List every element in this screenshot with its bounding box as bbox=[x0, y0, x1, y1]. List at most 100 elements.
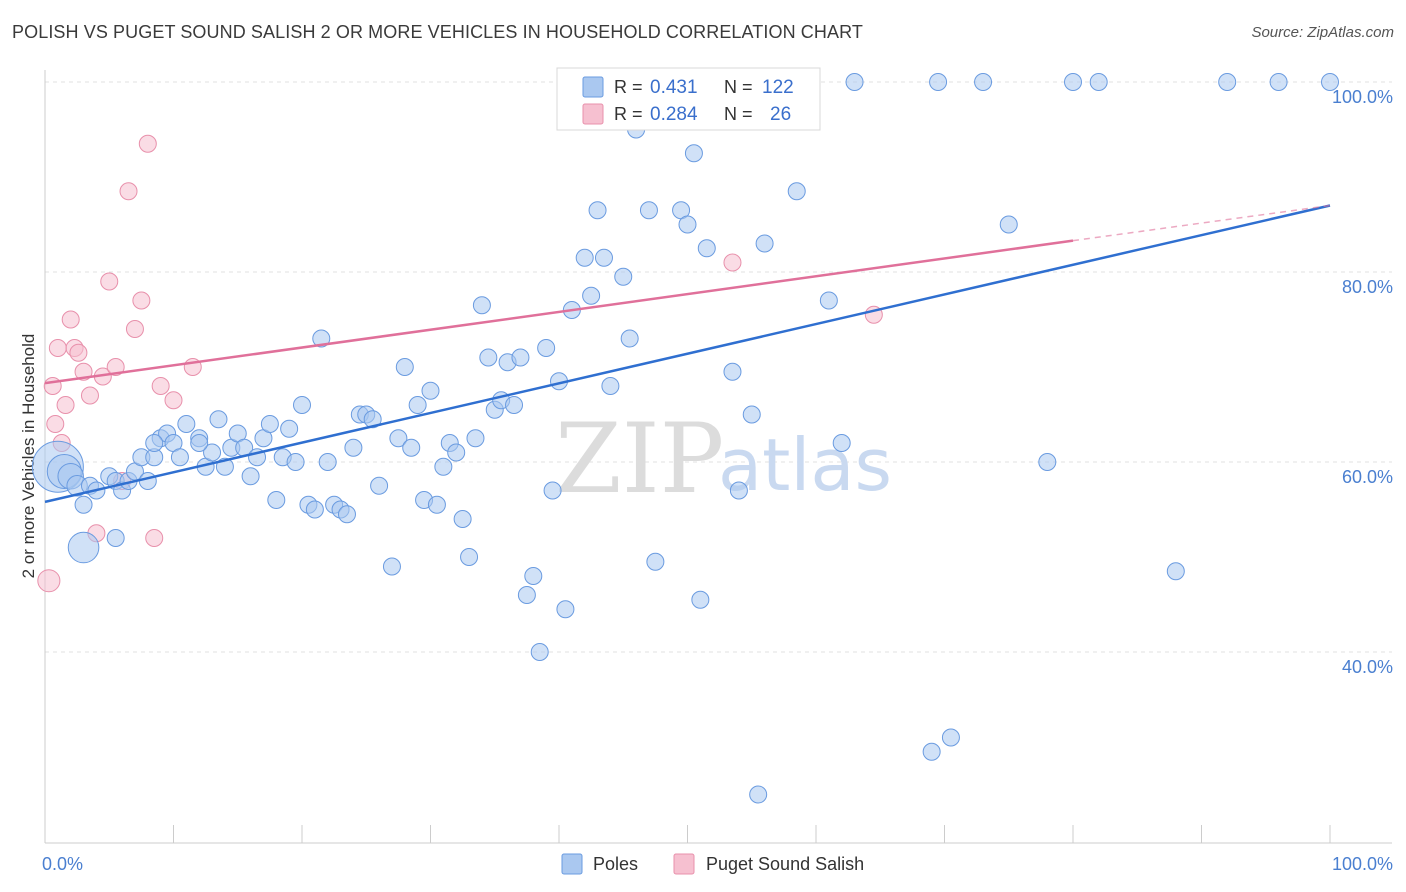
poles-point bbox=[524, 567, 543, 585]
legend-r-value-poles: 0.431 bbox=[650, 77, 698, 98]
salish-point bbox=[164, 391, 183, 410]
poles-point bbox=[138, 472, 157, 490]
poles-point bbox=[382, 557, 401, 576]
trendlines bbox=[44, 204, 1331, 504]
poles-point bbox=[684, 144, 703, 163]
poles-point bbox=[614, 267, 633, 286]
poles-point bbox=[537, 339, 556, 357]
salish-point bbox=[61, 310, 80, 329]
poles-point bbox=[1166, 562, 1185, 581]
poles-point bbox=[729, 481, 748, 500]
legend-box: R = 0.431 N = 122 R = 0.284 N = 26 bbox=[556, 67, 821, 131]
poles-point bbox=[787, 182, 806, 201]
poles-point bbox=[517, 586, 536, 604]
poles-point bbox=[203, 443, 222, 462]
salish-point bbox=[37, 569, 61, 593]
poles-point bbox=[145, 434, 164, 452]
poles-point bbox=[819, 291, 838, 310]
poles-point bbox=[646, 552, 665, 571]
chart-title: POLISH VS PUGET SOUND SALISH 2 OR MORE V… bbox=[12, 22, 863, 42]
poles-point bbox=[742, 405, 761, 424]
poles-point bbox=[170, 448, 189, 467]
poles-point bbox=[620, 329, 639, 348]
poles-point bbox=[582, 286, 601, 305]
poles-point bbox=[594, 248, 613, 267]
legend-n-label-poles: N = bbox=[724, 77, 753, 97]
poles-point bbox=[832, 434, 851, 452]
poles-point bbox=[755, 234, 774, 253]
bottom-legend-swatch-poles bbox=[561, 853, 583, 875]
poles-point bbox=[929, 73, 948, 91]
y-tick-label: 40.0% bbox=[1342, 657, 1393, 677]
poles-point bbox=[402, 438, 421, 457]
y-tick-label: 80.0% bbox=[1342, 277, 1393, 297]
x-tick-label: 100.0% bbox=[1332, 854, 1393, 874]
poles-point bbox=[999, 215, 1018, 234]
poles-point bbox=[639, 201, 658, 220]
bottom-legend-swatch-salish bbox=[673, 853, 695, 875]
poles-point bbox=[395, 358, 414, 376]
poles-point bbox=[408, 396, 427, 414]
poles-point bbox=[460, 548, 479, 566]
poles-point bbox=[697, 239, 716, 258]
poles-point bbox=[511, 348, 530, 367]
y-tick-label: 100.0% bbox=[1332, 87, 1393, 107]
poles-point bbox=[588, 201, 607, 220]
legend-n-label-salish: N = bbox=[724, 104, 753, 124]
legend-swatch-salish bbox=[582, 103, 604, 125]
poles-point bbox=[190, 434, 209, 452]
poles-point bbox=[305, 500, 324, 519]
poles-point bbox=[691, 590, 710, 609]
salish-point bbox=[723, 253, 742, 272]
poles-point bbox=[453, 510, 472, 528]
poles-trendline bbox=[44, 204, 1331, 504]
bottom-legend-label-salish: Puget Sound Salish bbox=[706, 854, 864, 874]
poles-point bbox=[280, 419, 299, 438]
grid-lines bbox=[45, 81, 1392, 653]
poles-point bbox=[389, 429, 408, 448]
salish-trendline bbox=[44, 239, 1074, 385]
poles-point bbox=[177, 415, 196, 433]
poles-point bbox=[447, 443, 466, 462]
y-axis-label: 2 or more Vehicles in Household bbox=[19, 334, 38, 579]
poles-point bbox=[312, 329, 331, 348]
poles-point bbox=[505, 396, 524, 414]
x-tick-label: 0.0% bbox=[42, 854, 83, 874]
poles-point bbox=[845, 73, 864, 91]
poles-point bbox=[601, 377, 620, 395]
salish-point bbox=[132, 291, 151, 310]
salish-point bbox=[46, 415, 65, 433]
poles-point bbox=[974, 73, 993, 91]
salish-point bbox=[125, 320, 144, 338]
salish-point bbox=[138, 134, 157, 153]
poles-point bbox=[363, 410, 382, 429]
poles-point bbox=[749, 785, 768, 804]
poles-point bbox=[370, 476, 389, 495]
poles-point bbox=[421, 381, 440, 400]
salish-point bbox=[48, 339, 67, 357]
legend-n-value-poles: 122 bbox=[762, 77, 794, 98]
poles-point bbox=[530, 643, 549, 661]
poles-point bbox=[209, 410, 228, 429]
poles-point bbox=[74, 495, 93, 514]
poles-point bbox=[286, 453, 305, 471]
y-tick-label: 60.0% bbox=[1342, 467, 1393, 487]
legend-swatch-poles bbox=[582, 76, 604, 98]
legend-r-label-salish: R = bbox=[614, 104, 643, 124]
poles-point bbox=[556, 600, 575, 619]
salish-point bbox=[106, 358, 125, 376]
poles-point bbox=[106, 529, 125, 547]
poles-point bbox=[472, 296, 491, 315]
poles-point bbox=[575, 248, 594, 267]
poles-point bbox=[922, 742, 941, 761]
bottom-legend: Poles Puget Sound Salish bbox=[561, 853, 864, 875]
salish-point bbox=[56, 396, 75, 414]
poles-point bbox=[1089, 73, 1108, 91]
salish-point bbox=[80, 386, 99, 405]
legend-r-value-salish: 0.284 bbox=[650, 104, 698, 125]
watermark: ZIP atlas bbox=[555, 403, 892, 515]
poles-point bbox=[1218, 73, 1237, 91]
poles-point bbox=[260, 415, 279, 433]
poles-point bbox=[241, 467, 260, 486]
